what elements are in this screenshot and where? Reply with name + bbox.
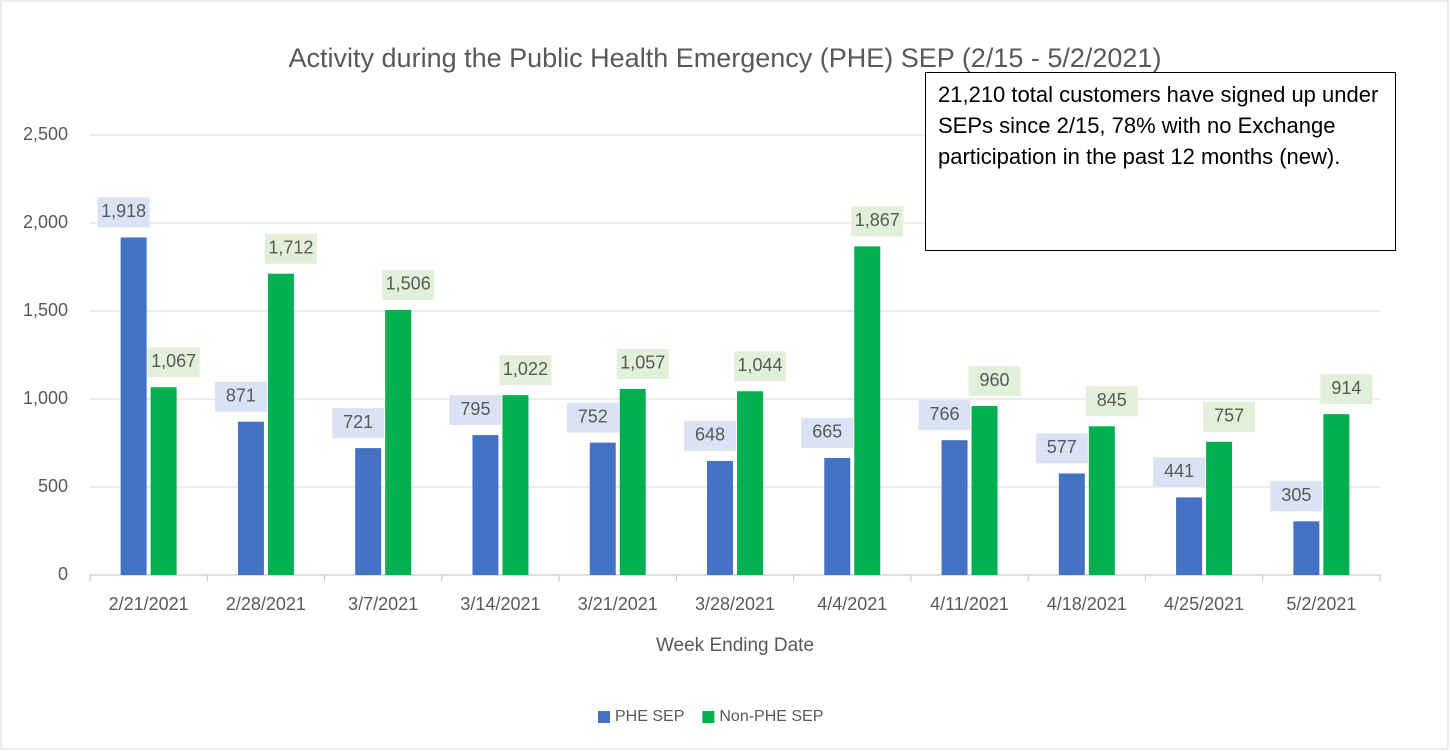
bar [1088, 426, 1115, 575]
data-label: 795 [460, 399, 490, 419]
data-label-box [1085, 386, 1138, 417]
x-tick-label: 3/21/2021 [578, 594, 658, 614]
bar [1323, 414, 1350, 575]
bar [1176, 497, 1203, 575]
y-tick-label: 2,500 [23, 124, 68, 144]
bar [1206, 441, 1233, 575]
data-label: 577 [1047, 437, 1077, 457]
x-tick-label: 2/21/2021 [109, 594, 189, 614]
data-label: 721 [343, 412, 373, 432]
data-label: 1,712 [268, 237, 313, 257]
data-label-box [1035, 433, 1088, 464]
data-label: 305 [1281, 485, 1311, 505]
data-label-box [449, 395, 502, 426]
data-label-box [1203, 401, 1256, 432]
bar [355, 448, 382, 575]
annotation: 21,210 total customers have signed up un… [925, 72, 1396, 251]
x-tick-label: 3/14/2021 [460, 594, 540, 614]
x-tick-label: 3/28/2021 [695, 594, 775, 614]
data-label: 1,057 [620, 353, 665, 373]
data-label-box [851, 206, 904, 237]
data-label-box [1153, 457, 1206, 488]
x-tick-label: 2/28/2021 [226, 594, 306, 614]
x-tick-label: 4/4/2021 [817, 594, 887, 614]
legend-swatch [702, 711, 715, 723]
bar [941, 440, 968, 575]
bar [707, 460, 733, 575]
x-tick-label: 4/18/2021 [1047, 594, 1127, 614]
data-label-box [616, 348, 669, 379]
data-label: 1,918 [101, 201, 146, 221]
bar [237, 421, 264, 575]
x-tick-label: 4/11/2021 [930, 594, 1009, 614]
x-tick-label: 5/2/2021 [1286, 594, 1356, 614]
data-label: 752 [578, 406, 608, 426]
legend-label: PHE SEP [615, 708, 684, 725]
data-label-box [147, 347, 200, 378]
data-label: 441 [1164, 461, 1194, 481]
bar [502, 395, 529, 575]
y-tick-label: 0 [58, 564, 68, 584]
data-label-box [264, 233, 317, 264]
data-label-box [918, 400, 971, 431]
chart-title: Activity during the Public Health Emerge… [289, 43, 1162, 73]
y-tick-label: 500 [38, 476, 68, 496]
y-tick-label: 2,000 [23, 212, 68, 232]
bar [971, 406, 998, 575]
data-label: 665 [812, 422, 842, 442]
data-label: 1,067 [151, 351, 196, 371]
data-label-box [566, 402, 619, 433]
y-tick-label: 1,000 [23, 388, 68, 408]
x-tick-label: 4/25/2021 [1164, 594, 1244, 614]
data-label: 1,506 [386, 274, 431, 294]
data-label-box [499, 355, 552, 386]
data-label-box [734, 351, 786, 382]
data-label: 1,044 [737, 355, 782, 375]
bar [824, 457, 851, 575]
bar [1293, 521, 1320, 575]
data-label-box [684, 420, 736, 451]
bar [619, 388, 646, 575]
data-label-box [332, 408, 385, 439]
data-label-box [968, 366, 1021, 397]
legend-label: Non-PHE SEP [719, 708, 823, 725]
legend-swatch [598, 711, 610, 723]
bar [589, 442, 616, 575]
data-label-box [382, 269, 435, 300]
data-label: 766 [930, 404, 960, 424]
bar [472, 435, 499, 575]
data-label: 960 [980, 370, 1010, 390]
bar [120, 237, 147, 575]
data-label: 914 [1331, 378, 1361, 398]
y-tick-label: 1,500 [23, 300, 68, 320]
bar [1058, 473, 1085, 575]
data-label: 648 [695, 425, 725, 445]
bar [150, 387, 177, 575]
data-label-box [1270, 481, 1323, 512]
data-label: 845 [1097, 390, 1127, 410]
data-label: 871 [226, 385, 256, 405]
data-label-box [801, 417, 854, 448]
bar [854, 246, 881, 575]
x-tick-label: 3/7/2021 [348, 594, 418, 614]
data-label: 1,022 [503, 359, 548, 379]
bar [267, 273, 294, 575]
data-label: 1,867 [855, 210, 900, 230]
x-axis-label: Week Ending Date [656, 635, 814, 656]
bar [385, 309, 412, 575]
data-label-box [97, 197, 150, 228]
data-label-box [214, 381, 267, 412]
data-label: 757 [1214, 406, 1244, 426]
bar [737, 391, 763, 575]
data-label-box [1320, 374, 1373, 405]
